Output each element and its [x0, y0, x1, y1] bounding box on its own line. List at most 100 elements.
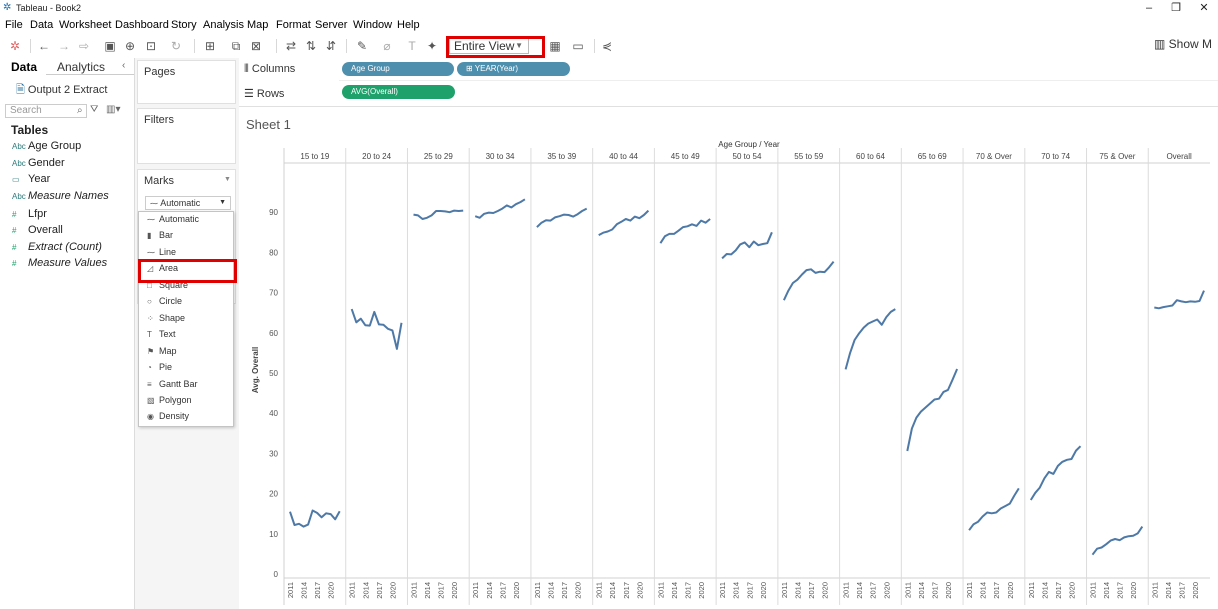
menu-file[interactable]: File: [5, 19, 23, 31]
search-icon: ⌕: [77, 105, 83, 116]
menu-server[interactable]: Server: [315, 19, 348, 31]
mark-option-automatic[interactable]: ⁓ Automatic: [147, 214, 200, 224]
mark-option-polygon[interactable]: ▧ Polygon: [147, 395, 192, 405]
highlight-icon[interactable]: ✎: [356, 39, 368, 53]
refresh-icon[interactable]: ↻: [170, 39, 182, 53]
tab-analytics[interactable]: Analytics: [57, 60, 106, 74]
number-type-icon: #: [12, 226, 17, 235]
worksheet-view: [239, 107, 1218, 609]
duplicate-sheet-icon[interactable]: ⧉: [231, 39, 241, 53]
fit-dropdown-highlight: [446, 36, 545, 58]
field-age-group[interactable]: Abc Age Group: [12, 140, 82, 152]
menu-window[interactable]: Window: [353, 19, 393, 31]
mark-option-area[interactable]: ◿ Area: [147, 263, 179, 273]
show-me-label: Show M: [1168, 37, 1213, 51]
tab-data[interactable]: Data: [11, 60, 38, 74]
chevron-down-icon[interactable]: ▼: [224, 176, 231, 183]
group-members-icon[interactable]: ⌀: [383, 39, 391, 53]
circle-mark-icon: ○: [147, 297, 152, 306]
show-cards-icon[interactable]: ▦: [549, 39, 561, 53]
collapse-pane-icon[interactable]: ‹: [122, 60, 126, 71]
clear-sheet-icon[interactable]: ⊠: [250, 39, 262, 53]
rows-shelf-label: ☰ Rows: [244, 88, 285, 100]
field-measure-names[interactable]: Abc Measure Names: [12, 190, 109, 202]
area-mark-icon: ◿: [147, 264, 154, 273]
field-extract-count[interactable]: # Extract (Count): [12, 241, 102, 253]
show-me-button[interactable]: ▥ Show M: [1154, 37, 1212, 51]
sheet-title: Sheet 1: [246, 117, 291, 132]
filters-card[interactable]: Filters: [137, 108, 236, 164]
area-option-highlight: [138, 259, 237, 283]
mark-option-line[interactable]: ⁓ Line: [147, 247, 177, 257]
pill-year[interactable]: ⊞ YEAR(Year): [457, 62, 570, 76]
mark-option-bar[interactable]: ▮ Bar: [147, 230, 174, 240]
new-datasource-icon[interactable]: ⊕: [124, 39, 136, 53]
mark-option-square[interactable]: □ Square: [147, 280, 189, 290]
window-title: Tableau - Book2: [16, 3, 82, 13]
maximize-button[interactable]: ❐: [1171, 2, 1181, 14]
toolbar: ✲ ← → ⇨ ▣ ⊕ ⊡ ↻ ⊞ ⧉ ⊠ ⇄ ⇅ ⇵ ✎ ⌀ T ✦ Enti…: [0, 34, 1218, 59]
polygon-mark-icon: ▧: [147, 396, 155, 405]
tables-heading: Tables: [11, 123, 49, 137]
pill-age-group[interactable]: Age Group: [342, 62, 454, 76]
filters-card-title: Filters: [144, 114, 174, 126]
menu-format[interactable]: Format: [276, 19, 311, 31]
new-worksheet-icon[interactable]: ⊞: [204, 39, 216, 53]
mark-option-pie[interactable]: ◔ Pie: [147, 362, 173, 372]
menu-analysis[interactable]: Analysis: [203, 19, 244, 31]
mark-option-density[interactable]: ◉ Density: [147, 411, 190, 421]
pill-avg-overall[interactable]: AVG(Overall): [342, 85, 455, 99]
number-type-icon: #: [12, 210, 17, 219]
show-mark-labels-icon[interactable]: T: [408, 39, 416, 53]
text-mark-icon: T: [147, 330, 152, 339]
mark-type-select[interactable]: ⁓ Automatic ▼: [145, 196, 231, 210]
field-measure-values[interactable]: # Measure Values: [12, 257, 108, 269]
close-button[interactable]: ✕: [1199, 2, 1209, 14]
rows-shelf[interactable]: [339, 82, 1218, 104]
map-mark-icon: ⚑: [147, 347, 155, 356]
view-options-icon[interactable]: ▥▾: [106, 104, 121, 115]
redo-icon[interactable]: →: [58, 39, 70, 53]
menu-map[interactable]: Map: [247, 19, 269, 31]
mark-option-shape[interactable]: ⁘ Shape: [147, 313, 186, 323]
share-icon[interactable]: ⋞: [601, 39, 613, 53]
menu-data[interactable]: Data: [30, 19, 54, 31]
automatic-mark-icon: ⁓: [147, 215, 155, 224]
pause-updates-icon[interactable]: ⊡: [145, 39, 157, 53]
save-icon[interactable]: ▣: [104, 39, 116, 53]
menu-story[interactable]: Story: [171, 19, 197, 31]
mark-option-text[interactable]: T Text: [147, 329, 176, 339]
swap-rows-columns-icon[interactable]: ⇄: [285, 39, 297, 53]
menu-worksheet[interactable]: Worksheet: [59, 19, 112, 31]
tab-divider: [46, 74, 134, 75]
filter-icon[interactable]: ⛛: [90, 104, 99, 115]
sort-ascending-icon[interactable]: ⇅: [305, 39, 317, 53]
tableau-home-icon[interactable]: ✲: [9, 39, 21, 53]
undo-icon[interactable]: ←: [38, 39, 50, 53]
minimize-button[interactable]: –: [1145, 2, 1153, 14]
fix-axes-icon[interactable]: ✦: [426, 39, 438, 53]
presentation-mode-icon[interactable]: ▭: [572, 39, 584, 53]
datasource-item[interactable]: 🗎 Output 2 Extract: [16, 81, 107, 100]
datasource-label: Output 2 Extract: [27, 84, 108, 96]
search-placeholder: Search: [10, 105, 42, 116]
number-type-icon: #: [12, 243, 17, 252]
field-year[interactable]: ▭ Year: [12, 173, 51, 185]
string-type-icon: Abc: [12, 159, 26, 168]
sort-descending-icon[interactable]: ⇵: [325, 39, 337, 53]
field-lfpr[interactable]: # Lfpr: [12, 208, 47, 220]
mark-option-map[interactable]: ⚑ Map: [147, 346, 177, 356]
line-mark-icon: ⁓: [147, 248, 155, 257]
replay-icon[interactable]: ⇨: [78, 39, 90, 53]
menu-help[interactable]: Help: [397, 19, 420, 31]
fit-dropdown[interactable]: Entire View ▼: [449, 36, 529, 54]
mark-option-circle[interactable]: ○ Circle: [147, 296, 183, 306]
mark-option-gantt-bar[interactable]: ≡ Gantt Bar: [147, 379, 198, 389]
mark-type-selected: Automatic: [160, 198, 201, 208]
menu-dashboard[interactable]: Dashboard: [115, 19, 169, 31]
field-overall[interactable]: # Overall: [12, 224, 63, 236]
pages-card[interactable]: Pages: [137, 60, 236, 104]
search-input[interactable]: Search: [5, 104, 87, 118]
field-gender[interactable]: Abc Gender: [12, 157, 65, 169]
columns-shelf[interactable]: [339, 58, 1218, 81]
